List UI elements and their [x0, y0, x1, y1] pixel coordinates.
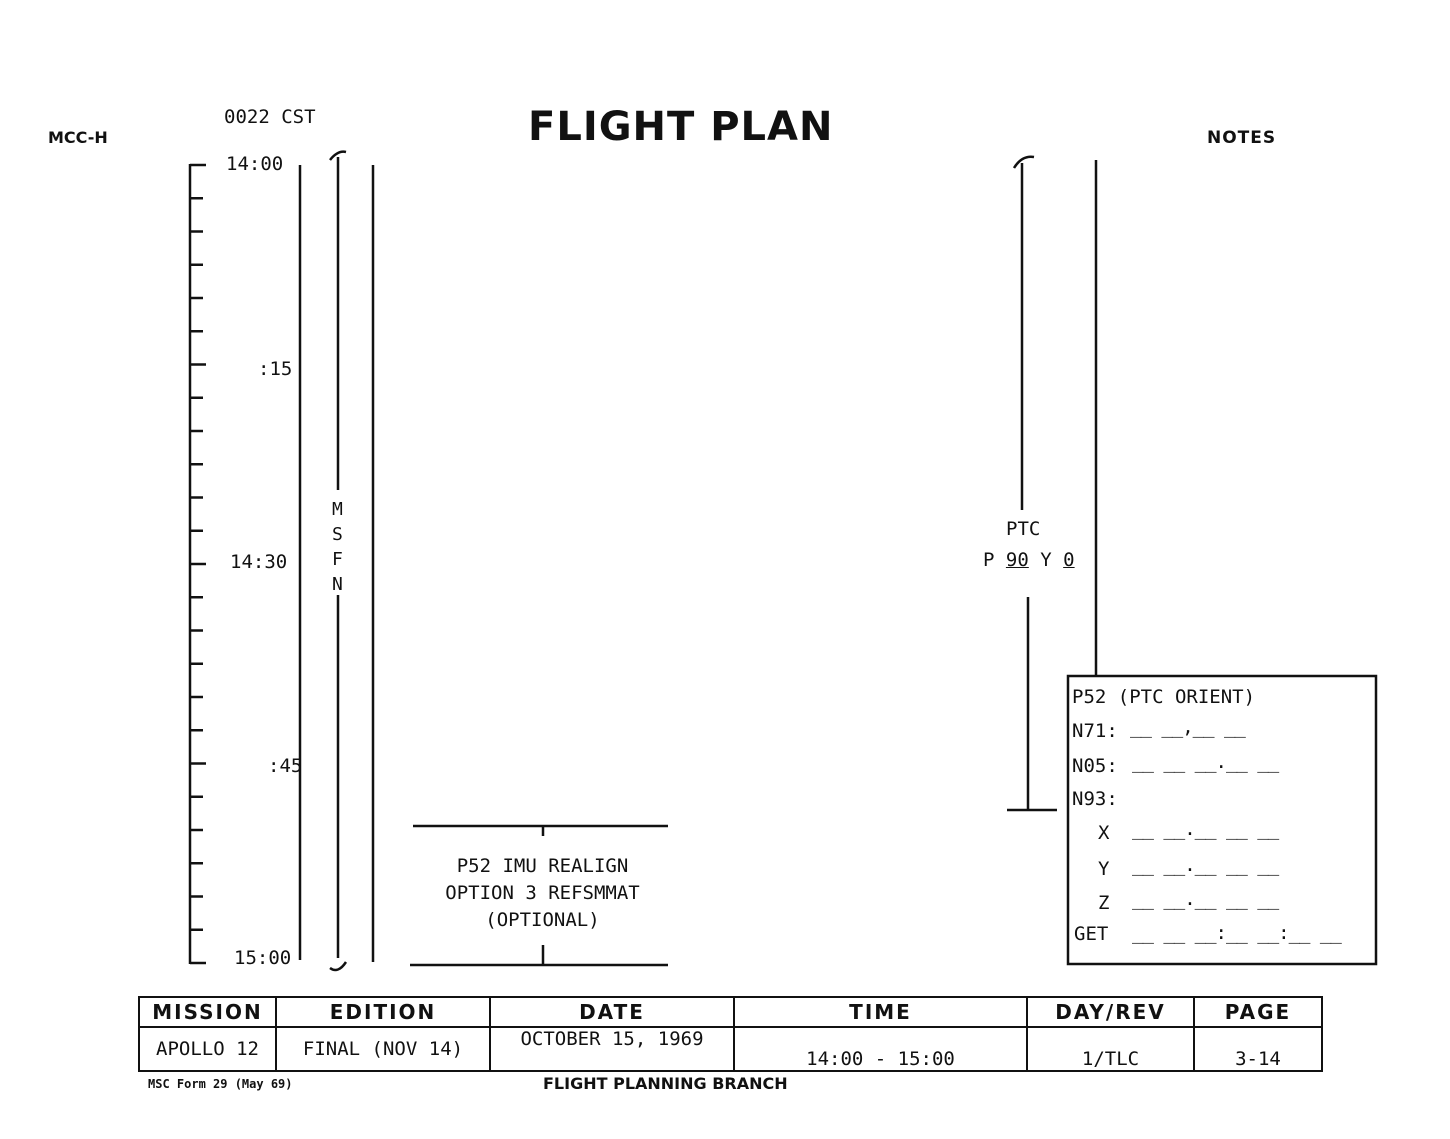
day-rev-value: 1/TLC	[1026, 1026, 1195, 1072]
header-date: DATE	[489, 996, 735, 1028]
notes-box-title: P52 (PTC ORIENT)	[1072, 686, 1256, 708]
header-day-rev: DAY/REV	[1026, 996, 1195, 1028]
msfn-letter: N	[332, 574, 343, 595]
x-label: X	[1098, 822, 1110, 844]
msfn-label: M S F N	[332, 497, 343, 597]
org-label: MCC-H	[48, 128, 108, 147]
page-title: FLIGHT PLAN	[528, 104, 834, 150]
activity-start	[413, 824, 668, 836]
activity-p52-imu-realign: P52 IMU REALIGN OPTION 3 REFSMMAT (OPTIO…	[410, 853, 675, 934]
pitch-value: 90	[1005, 549, 1029, 571]
time-reference: 0022 CST	[224, 106, 316, 128]
header-time: TIME	[733, 996, 1028, 1028]
edition-value: FINAL (NOV 14)	[275, 1026, 491, 1072]
header-page: PAGE	[1193, 996, 1323, 1028]
activity-line: P52 IMU REALIGN	[456, 855, 629, 877]
activity-line: (OPTIONAL)	[485, 909, 600, 931]
get-blank: __ __ __:__ __:__ __	[1132, 922, 1342, 944]
time-value: 14:00 - 15:00	[733, 1026, 1028, 1072]
x-blank: __ __.__ __ __	[1132, 818, 1279, 840]
time-label-1500: 15:00	[234, 947, 292, 969]
z-blank: __ __.__ __ __	[1132, 888, 1279, 910]
msfn-letter: M	[332, 499, 343, 520]
pitch-prefix: P	[983, 549, 995, 571]
y-label: Y	[1098, 858, 1110, 880]
branch-label: FLIGHT PLANNING BRANCH	[543, 1074, 788, 1093]
time-label-1430: 14:30	[230, 551, 288, 573]
form-number: MSC Form 29 (May 69)	[148, 1077, 293, 1091]
notes-box-border	[1066, 674, 1378, 966]
activity-end	[410, 945, 668, 967]
date-value: OCTOBER 15, 1969	[489, 1026, 735, 1072]
time-label-1415: :15	[258, 358, 293, 380]
get-label: GET	[1074, 923, 1109, 945]
n71-label: N71:	[1072, 720, 1118, 742]
ptc-label: PTC	[1006, 518, 1041, 540]
time-label-1400: 14:00	[226, 153, 284, 175]
msfn-bracket	[329, 150, 348, 972]
activity-line: OPTION 3 REFSMMAT	[445, 882, 640, 904]
header-edition: EDITION	[275, 996, 491, 1028]
n71-blank: __ __,__ __	[1130, 716, 1246, 738]
n05-label: N05:	[1072, 755, 1118, 777]
ptc-attitude: P 90 Y 0	[983, 549, 1075, 571]
n05-blank: __ __ __.__ __	[1132, 751, 1279, 773]
notes-label: NOTES	[1207, 128, 1277, 148]
time-label-1445: :45	[268, 755, 303, 777]
y-blank: __ __.__ __ __	[1132, 854, 1279, 876]
header-mission: MISSION	[138, 996, 277, 1028]
yaw-prefix: Y	[1040, 549, 1052, 571]
msfn-letter: S	[332, 524, 343, 545]
z-label: Z	[1098, 892, 1110, 914]
msfn-letter: F	[332, 549, 343, 570]
footer-table: MISSION EDITION DATE TIME DAY/REV PAGE A…	[138, 996, 1323, 1072]
mission-value: APOLLO 12	[138, 1026, 277, 1072]
page-value: 3-14	[1193, 1026, 1323, 1072]
n93-label: N93:	[1072, 788, 1118, 810]
yaw-value: 0	[1063, 549, 1075, 571]
ptc-bracket	[1007, 155, 1057, 812]
